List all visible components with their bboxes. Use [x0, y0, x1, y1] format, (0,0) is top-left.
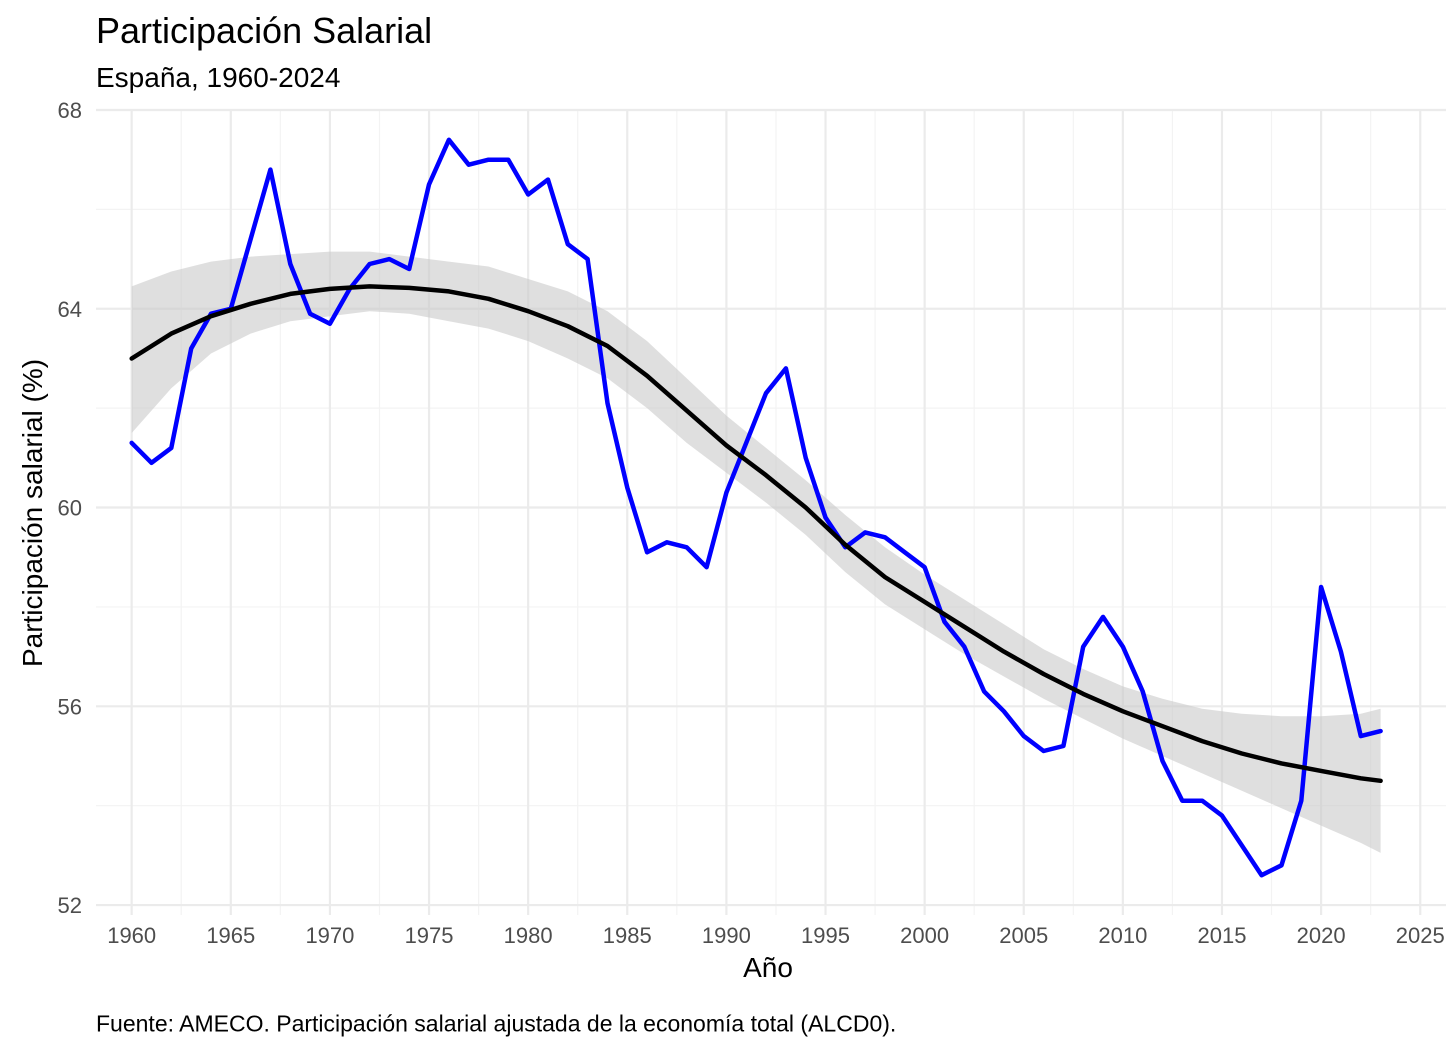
y-tick-label: 56 [58, 694, 82, 719]
y-tick-label: 68 [58, 98, 82, 123]
x-tick-label: 2025 [1396, 923, 1445, 948]
trend-line [129, 284, 1383, 784]
major-gridlines [96, 108, 1446, 915]
chart-subtitle: España, 1960-2024 [96, 62, 341, 93]
x-tick-label: 1980 [504, 923, 553, 948]
chart-caption: Fuente: AMECO. Participación salarial aj… [96, 1010, 897, 1037]
y-axis-ticks: 52 56 60 64 68 [58, 98, 82, 918]
x-tick-label: 1990 [702, 923, 751, 948]
x-tick-label: 1970 [305, 923, 354, 948]
y-tick-label: 52 [58, 893, 82, 918]
x-tick-label: 2020 [1297, 923, 1346, 948]
x-tick-label: 1995 [801, 923, 850, 948]
x-axis-title: Año [743, 952, 793, 983]
wage-share-line [129, 137, 1383, 878]
x-tick-label: 1985 [603, 923, 652, 948]
x-tick-label: 2010 [1098, 923, 1147, 948]
confidence-band-layer [129, 137, 1383, 878]
x-tick-label: 2015 [1198, 923, 1247, 948]
line-chart: 1960 1965 1970 1975 1980 1985 1990 1995 2000 2005… [17, 98, 1446, 983]
chart-title: Participación Salarial [96, 10, 433, 51]
y-tick-label: 60 [58, 496, 82, 521]
y-axis-title: Participación salarial (%) [17, 359, 48, 667]
y-tick-label: 64 [58, 297, 82, 322]
x-tick-label: 2005 [999, 923, 1048, 948]
x-tick-label: 1975 [405, 923, 454, 948]
minor-gridlines [96, 110, 1446, 915]
x-tick-label: 1965 [206, 923, 255, 948]
confidence-band [131, 251, 1381, 853]
x-tick-label: 1960 [107, 923, 156, 948]
x-tick-label: 2000 [900, 923, 949, 948]
x-axis-ticks: 1960 1965 1970 1975 1980 1985 1990 1995 2000 2005… [107, 923, 1444, 948]
series-lines-layer [129, 284, 1383, 784]
